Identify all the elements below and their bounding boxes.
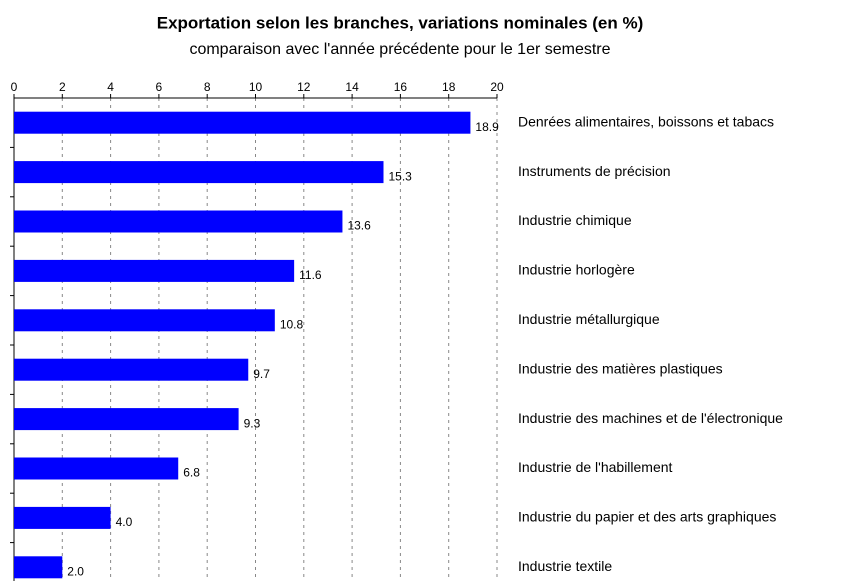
chart-subtitle: comparaison avec l'année précédente pour… bbox=[189, 41, 610, 58]
category-label: Industrie textile bbox=[518, 558, 612, 574]
x-tick-label: 12 bbox=[297, 80, 311, 94]
x-tick-label: 4 bbox=[107, 80, 114, 94]
value-label: 9.7 bbox=[253, 367, 270, 381]
value-label: 6.8 bbox=[183, 466, 200, 480]
category-label: Industrie horlogère bbox=[518, 262, 635, 278]
category-label: Instruments de précision bbox=[518, 163, 671, 179]
bar bbox=[14, 161, 384, 184]
bar bbox=[14, 556, 63, 579]
bar bbox=[14, 259, 295, 282]
category-label: Industrie de l'habillement bbox=[518, 459, 673, 475]
value-label: 10.8 bbox=[280, 317, 304, 331]
value-label: 11.6 bbox=[299, 268, 322, 282]
bar bbox=[14, 457, 179, 480]
bar bbox=[14, 358, 249, 381]
x-tick-label: 14 bbox=[345, 80, 359, 94]
value-label: 15.3 bbox=[388, 169, 412, 183]
value-label: 4.0 bbox=[116, 515, 133, 529]
x-tick-label: 20 bbox=[490, 80, 504, 94]
x-tick-label: 10 bbox=[249, 80, 263, 94]
bar bbox=[14, 210, 343, 233]
bar bbox=[14, 309, 275, 332]
bar bbox=[14, 408, 239, 431]
value-label: 18.9 bbox=[475, 120, 499, 134]
value-label: 13.6 bbox=[347, 219, 371, 233]
category-label: Industrie des matières plastiques bbox=[518, 360, 723, 376]
category-label: Industrie métallurgique bbox=[518, 311, 660, 327]
x-tick-label: 0 bbox=[11, 80, 18, 94]
bar bbox=[14, 506, 111, 529]
category-label: Industrie du papier et des arts graphiqu… bbox=[518, 509, 776, 525]
x-tick-label: 18 bbox=[442, 80, 456, 94]
value-label: 2.0 bbox=[67, 564, 84, 578]
category-label: Industrie chimique bbox=[518, 212, 632, 228]
chart-title: Exportation selon les branches, variatio… bbox=[157, 13, 644, 32]
value-label: 9.3 bbox=[244, 416, 261, 430]
x-tick-label: 16 bbox=[394, 80, 408, 94]
category-label: Denrées alimentaires, boissons et tabacs bbox=[518, 113, 774, 129]
x-tick-label: 8 bbox=[204, 80, 211, 94]
category-label: Industrie des machines et de l'électroni… bbox=[518, 410, 783, 426]
bar bbox=[14, 111, 471, 134]
x-tick-label: 6 bbox=[156, 80, 163, 94]
x-tick-label: 2 bbox=[59, 80, 66, 94]
